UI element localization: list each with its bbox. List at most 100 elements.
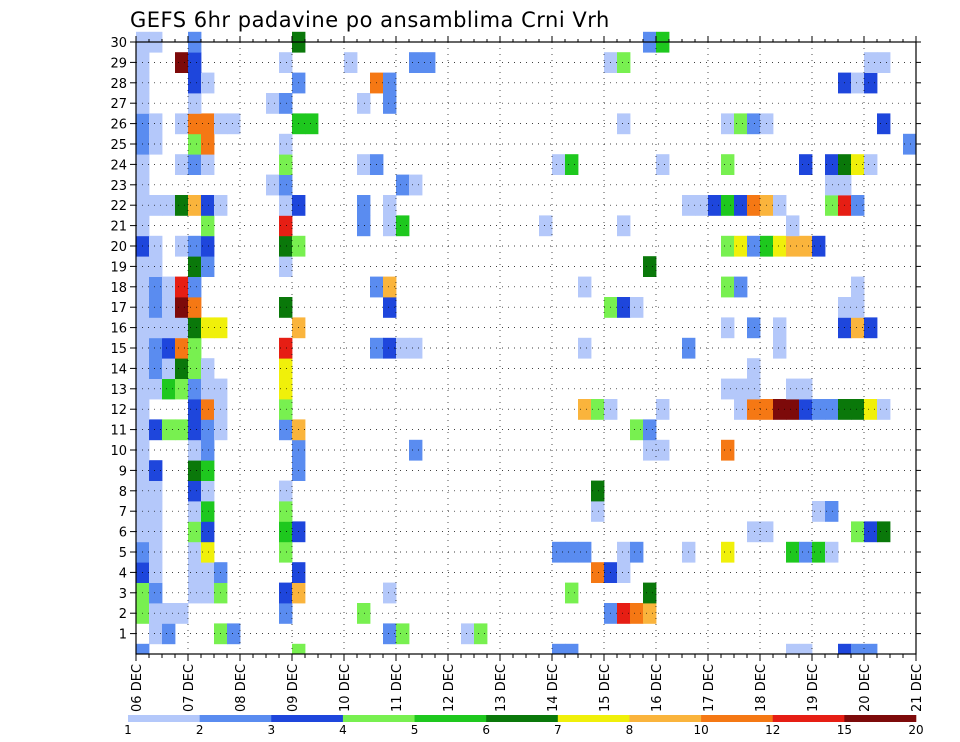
heatmap-cell bbox=[721, 541, 735, 563]
heatmap-cell bbox=[201, 235, 215, 257]
heatmap-cell bbox=[877, 52, 891, 73]
heatmap-cells bbox=[136, 31, 917, 654]
heatmap-cell bbox=[188, 133, 202, 155]
heatmap-cell bbox=[162, 276, 176, 298]
heatmap-cell bbox=[201, 501, 215, 522]
heatmap-cell bbox=[578, 541, 592, 563]
heatmap-cell bbox=[721, 439, 735, 461]
y-tick-label: 11 bbox=[110, 424, 127, 439]
heatmap-cell bbox=[565, 154, 579, 175]
heatmap-cell bbox=[188, 582, 202, 604]
heatmap-cell bbox=[864, 643, 878, 654]
y-tick-label: 18 bbox=[110, 281, 127, 296]
heatmap-cell bbox=[552, 154, 566, 175]
heatmap-cell bbox=[188, 154, 202, 175]
heatmap-cell bbox=[162, 317, 176, 339]
heatmap-cell bbox=[201, 195, 215, 216]
heatmap-cell bbox=[656, 154, 670, 175]
y-tick-label: 14 bbox=[110, 362, 127, 377]
heatmap-cell bbox=[656, 439, 670, 461]
colorbar-label: 5 bbox=[411, 723, 419, 737]
x-tick-label: 19 DEC bbox=[806, 664, 821, 712]
heatmap-cell bbox=[149, 256, 163, 277]
heatmap-cell bbox=[851, 317, 865, 339]
heatmap-cell bbox=[786, 235, 800, 257]
heatmap-cell bbox=[149, 235, 163, 257]
heatmap-cell bbox=[162, 378, 176, 400]
heatmap-cell bbox=[149, 297, 163, 318]
heatmap-cell bbox=[851, 276, 865, 298]
x-tick-label: 08 DEC bbox=[234, 664, 249, 712]
heatmap-cell bbox=[630, 419, 644, 441]
heatmap-cell bbox=[188, 419, 202, 441]
heatmap-cell bbox=[825, 174, 839, 196]
heatmap-cell bbox=[383, 276, 397, 298]
heatmap-cell bbox=[149, 419, 163, 441]
colorbar-label: 20 bbox=[908, 723, 923, 737]
colorbar-swatch bbox=[844, 715, 917, 722]
heatmap-cell bbox=[825, 399, 839, 420]
heatmap-cell bbox=[136, 643, 150, 654]
heatmap-cell bbox=[149, 113, 163, 135]
heatmap-cell bbox=[383, 623, 397, 645]
heatmap-cell bbox=[188, 337, 202, 359]
heatmap-cell bbox=[279, 501, 293, 522]
heatmap-cell bbox=[734, 378, 748, 400]
heatmap-cell bbox=[162, 195, 176, 216]
y-axis-ticks: 1234567891011121314151617181920212223242… bbox=[110, 36, 921, 643]
heatmap-cell bbox=[357, 215, 371, 237]
x-tick-label: 14 DEC bbox=[546, 664, 561, 712]
heatmap-cell bbox=[279, 133, 293, 155]
y-tick-label: 7 bbox=[119, 505, 127, 520]
heatmap-cell bbox=[461, 623, 475, 645]
heatmap-cell bbox=[383, 215, 397, 237]
heatmap-cell bbox=[617, 297, 631, 318]
y-tick-label: 15 bbox=[110, 342, 127, 357]
heatmap-cell bbox=[201, 113, 215, 135]
heatmap-cell bbox=[149, 195, 163, 216]
colorbar: 1 2 3 4 5 6 7 8 10 12 15 20 bbox=[124, 715, 924, 737]
heatmap-cell bbox=[396, 337, 410, 359]
x-tick-label: 07 DEC bbox=[182, 664, 197, 712]
heatmap-cell bbox=[396, 174, 410, 196]
heatmap-cell bbox=[721, 195, 735, 216]
colorbar-swatch bbox=[557, 715, 630, 722]
heatmap-cell bbox=[149, 358, 163, 379]
heatmap-cell bbox=[279, 337, 293, 359]
heatmap-cell bbox=[149, 603, 163, 624]
colorbar-label: 2 bbox=[196, 723, 204, 737]
heatmap-cell bbox=[656, 399, 670, 420]
heatmap-cell bbox=[188, 297, 202, 318]
heatmap-cell bbox=[799, 643, 813, 654]
heatmap-cell bbox=[383, 337, 397, 359]
heatmap-cell bbox=[201, 154, 215, 175]
heatmap-cell bbox=[175, 603, 189, 624]
colorbar-label: 4 bbox=[339, 723, 347, 737]
heatmap-cell bbox=[175, 358, 189, 379]
y-tick-label: 20 bbox=[110, 240, 127, 255]
heatmap-cell bbox=[812, 399, 826, 420]
y-tick-label: 23 bbox=[110, 179, 127, 194]
heatmap-cell bbox=[201, 562, 215, 583]
heatmap-cell bbox=[864, 399, 878, 420]
heatmap-cell bbox=[799, 235, 813, 257]
heatmap-cell bbox=[279, 52, 293, 73]
heatmap-cell bbox=[188, 358, 202, 379]
heatmap-cell bbox=[266, 93, 280, 114]
heatmap-cell bbox=[396, 215, 410, 237]
heatmap-cell bbox=[851, 643, 865, 654]
heatmap-cell bbox=[825, 501, 839, 522]
heatmap-cell bbox=[812, 501, 826, 522]
heatmap-cell bbox=[266, 174, 280, 196]
heatmap-cell bbox=[786, 541, 800, 563]
heatmap-cell bbox=[747, 235, 761, 257]
heatmap-cell bbox=[812, 235, 826, 257]
heatmap-cell bbox=[851, 154, 865, 175]
heatmap-cell bbox=[565, 541, 579, 563]
heatmap-cell bbox=[851, 399, 865, 420]
colorbar-swatch bbox=[271, 715, 344, 722]
heatmap-cell bbox=[747, 317, 761, 339]
heatmap-cell bbox=[721, 235, 735, 257]
heatmap-cell bbox=[630, 603, 644, 624]
